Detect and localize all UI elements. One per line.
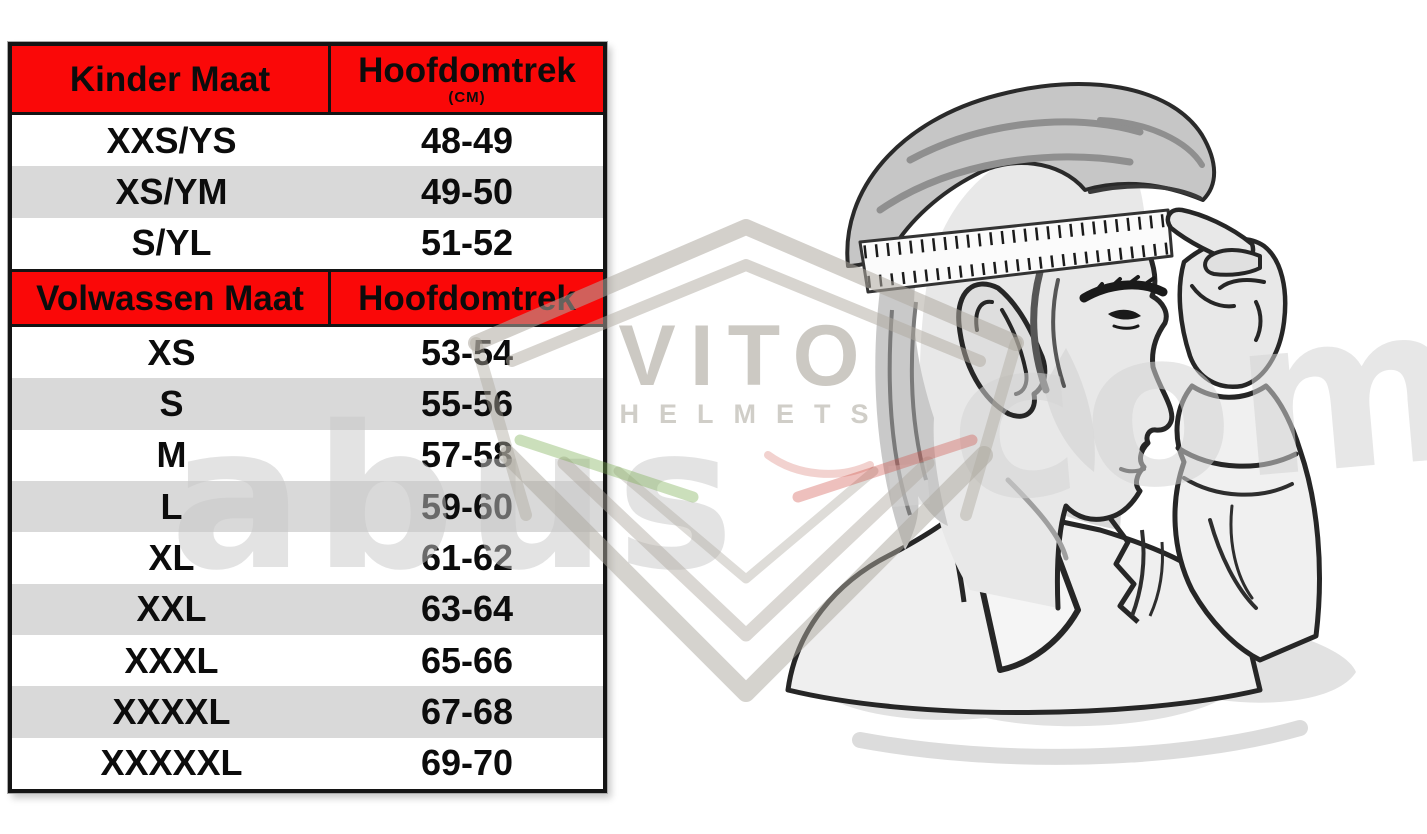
eyebrow (1079, 275, 1168, 303)
size-table: Kinder Maat Hoofdomtrek (CM) XXS/YS 48-49… (8, 42, 607, 793)
size-row: XL 61-62 (12, 532, 603, 584)
size-row: S 55-56 (12, 378, 603, 430)
circumference-cell: 61-62 (420, 536, 514, 578)
size-cell: XXXL (124, 639, 219, 681)
size-row: XXXXL 67-68 (12, 686, 603, 738)
size-cell: L (160, 485, 183, 527)
temple-hair-strands (1030, 268, 1066, 394)
volwassen-circumference-header: Hoofdomtrek (358, 278, 576, 318)
volwassen-rows: XS 53-54 S 55-56 M 57-58 L 59-60 XL 61-62 XXL 63-64… (12, 327, 603, 789)
kinder-circumference-header: Hoofdomtrek (CM) (331, 46, 603, 112)
size-cell: XXL (136, 588, 207, 630)
size-row: XXL 63-64 (12, 583, 603, 635)
size-row: XXXL 65-66 (12, 634, 603, 687)
circumference-cell: 59-60 (420, 485, 514, 527)
cheek-shade (1044, 348, 1095, 472)
volwassen-size-header: Volwassen Maat (12, 272, 331, 324)
circumference-cell: 67-68 (420, 690, 514, 732)
size-cell: S (159, 382, 184, 424)
circumference-header-label: Hoofdomtrek (358, 51, 576, 90)
size-row: M 57-58 (12, 429, 603, 481)
circumference-cell: 49-50 (420, 170, 514, 212)
size-row: XXXXXL 69-70 (12, 737, 603, 789)
size-row: XS/YM 49-50 (12, 166, 603, 218)
circumference-cell: 65-66 (420, 639, 514, 681)
size-row: L 59-60 (12, 480, 603, 533)
size-cell: XXXXL (112, 690, 231, 732)
face-profile-line (1005, 243, 1175, 611)
circumference-cell: 69-70 (420, 742, 514, 784)
size-row: S/YL 51-52 (12, 217, 603, 269)
circumference-cell: 63-64 (420, 588, 514, 630)
head-measurement-illustration (785, 82, 1356, 765)
size-cell: XL (148, 536, 195, 578)
kinder-size-header: Kinder Maat (12, 46, 331, 112)
size-row: XXS/YS 48-49 (12, 115, 603, 167)
circumference-cell: 53-54 (420, 331, 514, 373)
kinder-header-row: Kinder Maat Hoofdomtrek (CM) (12, 46, 603, 115)
kinder-rows: XXS/YS 48-49 XS/YM 49-50 S/YL 51-52 (12, 115, 603, 269)
hand (1165, 207, 1288, 389)
eye (1108, 309, 1141, 330)
size-cell: S/YL (131, 222, 212, 264)
size-cell: XXXXXL (100, 742, 243, 784)
circumference-cell: 57-58 (420, 434, 514, 476)
hair (845, 82, 1217, 268)
raised-arm-sleeve (1172, 383, 1322, 663)
circumference-cell: 51-52 (420, 222, 514, 264)
size-cell: XXS/YS (106, 119, 237, 161)
size-cell: M (156, 434, 187, 476)
size-cell: XS (147, 331, 196, 373)
unit-label: (CM) (448, 89, 486, 106)
circumference-cell: 48-49 (420, 119, 514, 161)
circumference-cell: 55-56 (420, 382, 514, 424)
size-cell: XS/YM (115, 170, 228, 212)
volwassen-header-row: Volwassen Maat Hoofdomtrek (12, 269, 603, 327)
size-row: XS 53-54 (12, 327, 603, 379)
